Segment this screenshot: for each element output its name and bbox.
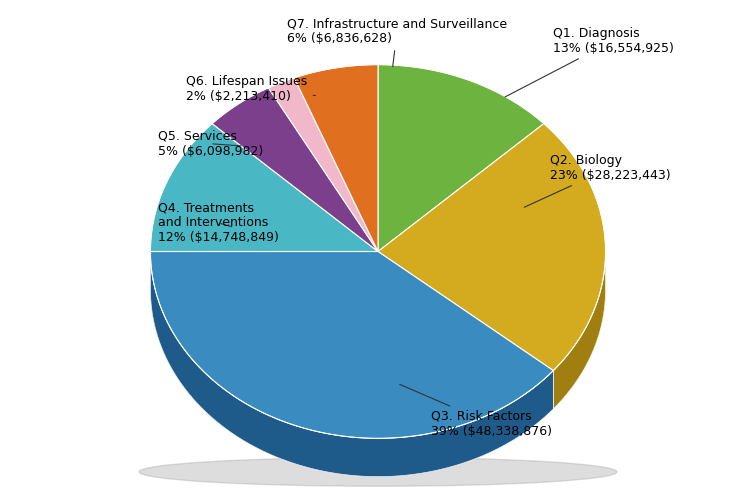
Text: Q1. Diagnosis
13% ($16,554,925): Q1. Diagnosis 13% ($16,554,925): [505, 27, 674, 97]
Polygon shape: [294, 65, 378, 252]
Polygon shape: [150, 252, 553, 438]
Polygon shape: [212, 88, 378, 252]
Polygon shape: [378, 124, 606, 371]
Text: Q2. Biology
23% ($28,223,443): Q2. Biology 23% ($28,223,443): [524, 154, 671, 207]
Text: Q6. Lifespan Issues
2% ($2,213,410): Q6. Lifespan Issues 2% ($2,213,410): [187, 74, 315, 103]
Polygon shape: [378, 65, 544, 252]
Polygon shape: [268, 78, 378, 252]
Polygon shape: [150, 252, 553, 477]
Ellipse shape: [139, 458, 617, 486]
Text: Q7. Infrastructure and Surveillance
6% ($6,836,628): Q7. Infrastructure and Surveillance 6% (…: [287, 17, 507, 67]
Text: Q4. Treatments
and Interventions
12% ($14,748,849): Q4. Treatments and Interventions 12% ($1…: [158, 201, 278, 244]
Text: Q5. Services
5% ($6,098,982): Q5. Services 5% ($6,098,982): [158, 130, 263, 158]
Text: Q3. Risk Factors
39% ($48,338,876): Q3. Risk Factors 39% ($48,338,876): [400, 384, 552, 438]
Polygon shape: [150, 124, 378, 252]
Polygon shape: [150, 252, 553, 477]
Polygon shape: [553, 253, 606, 409]
Polygon shape: [553, 253, 606, 409]
